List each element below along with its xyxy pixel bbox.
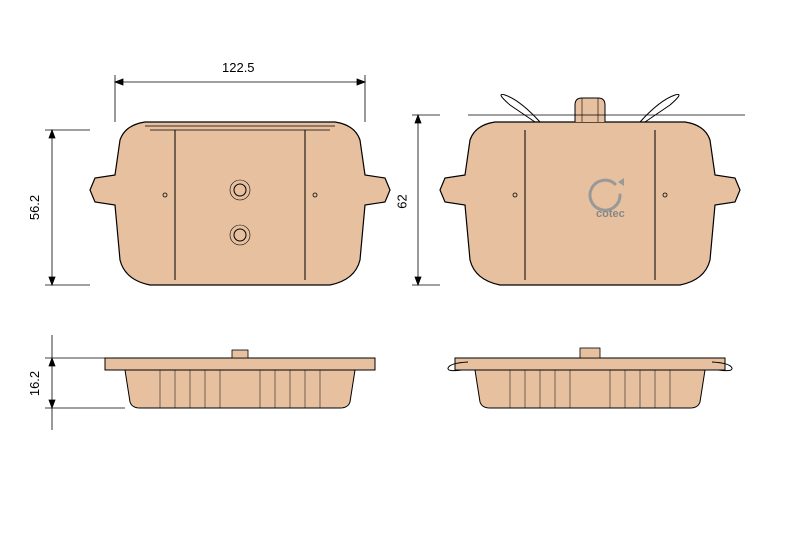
- dimension-height-rear: [412, 115, 440, 285]
- pad-body-left: [90, 122, 390, 285]
- dim-height-rear-label: 62: [395, 194, 410, 208]
- center-nub: [232, 350, 248, 358]
- dim-width-front-label: 122.5: [222, 60, 255, 75]
- clip-left: [501, 94, 540, 122]
- dimension-thickness: [45, 335, 125, 430]
- front-right-view: [440, 94, 740, 285]
- dim-thickness-label: 16.2: [27, 371, 42, 396]
- center-bracket-side: [580, 348, 600, 358]
- cotec-logo-text: cotec: [596, 208, 625, 220]
- pad-body-right: [440, 122, 740, 285]
- dimension-height-front: [45, 130, 90, 285]
- front-left-view: [90, 122, 390, 285]
- backing-plate-right: [455, 358, 725, 370]
- backing-plate-left: [105, 358, 375, 370]
- clip-center-bracket: [575, 98, 605, 122]
- technical-drawing: [0, 0, 800, 533]
- side-left-view: [105, 350, 375, 408]
- side-right-view: [448, 348, 732, 408]
- dimension-width-front: [115, 75, 365, 122]
- dim-height-front-label: 56.2: [27, 195, 42, 220]
- friction-left: [125, 370, 355, 408]
- clip-right: [640, 94, 679, 122]
- friction-right: [475, 370, 705, 408]
